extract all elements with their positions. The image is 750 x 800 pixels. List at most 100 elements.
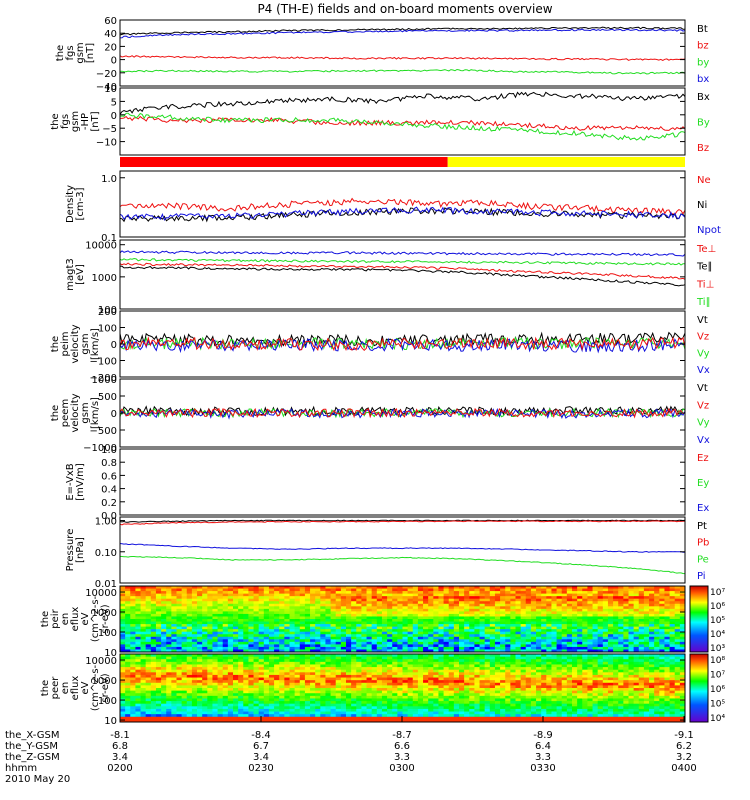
spectrogram-cell — [263, 711, 270, 715]
spectrogram-cell — [649, 646, 655, 650]
spectrogram-cell — [417, 680, 424, 684]
spectrogram-cell — [602, 634, 609, 638]
spectrogram-cell — [592, 608, 599, 612]
spectrogram-cell — [166, 619, 172, 622]
spectrogram-cell — [130, 608, 136, 612]
spectrogram-cell — [171, 611, 177, 615]
spectrogram-cell — [155, 677, 162, 681]
spectrogram-cell — [125, 664, 131, 668]
spectrogram-cell — [279, 606, 285, 610]
spectrogram-cell — [541, 588, 547, 592]
spectrogram-cell — [607, 626, 614, 630]
spectrogram-cell — [351, 588, 357, 592]
legend-entry: Bt — [697, 24, 708, 35]
spectrogram-cell — [371, 685, 378, 689]
spectrogram-cell — [289, 708, 296, 712]
spectrogram-cell — [669, 613, 676, 617]
y-tick-label: −40 — [96, 82, 117, 93]
spectrogram-cell — [243, 649, 249, 653]
spectrogram-cell — [191, 639, 198, 643]
spectrogram-cell — [330, 703, 337, 707]
spectrogram-cell — [669, 649, 676, 653]
spectrogram-cell — [623, 596, 629, 600]
spectrogram-cell — [505, 588, 511, 592]
spectrogram-cell — [387, 661, 393, 665]
spectrogram-cell — [633, 629, 640, 633]
spectrogram-cell — [587, 598, 593, 602]
spectrogram-cell — [227, 588, 234, 592]
spectrogram-cell — [387, 619, 393, 622]
spectrogram-cell — [551, 641, 557, 645]
spectrogram-cell — [155, 714, 162, 718]
spectrogram-cell — [130, 656, 136, 660]
spectrogram-cell — [351, 714, 357, 718]
spectrogram-cell — [279, 586, 285, 589]
spectrogram-cell — [233, 598, 239, 602]
spectrogram-cell — [520, 613, 527, 617]
spectrogram-cell — [561, 639, 568, 643]
spectrogram-cell — [433, 688, 439, 692]
spectrogram-cell — [520, 588, 527, 592]
spectrogram-cell — [412, 601, 419, 605]
spectrogram-cell — [171, 644, 177, 648]
spectrogram-cell — [155, 682, 162, 686]
spectrogram-cell — [381, 606, 388, 610]
spectrogram-cell — [227, 644, 234, 648]
spectrogram-cell — [381, 701, 388, 705]
spectrogram-cell — [310, 598, 316, 602]
spectrogram-cell — [258, 639, 265, 643]
spectrogram-cell — [181, 714, 188, 718]
spectrogram-cell — [351, 616, 357, 620]
spectrogram-cell — [392, 634, 398, 638]
spectrogram-cell — [176, 596, 183, 600]
spectrogram-cell — [566, 593, 573, 597]
spectrogram-cell — [150, 641, 157, 645]
legend-entry: By — [697, 118, 710, 129]
spectrogram-cell — [500, 591, 506, 595]
spectrogram-cell — [371, 682, 378, 686]
spectrogram-cell — [597, 588, 604, 592]
spectrogram-cell — [366, 708, 373, 712]
spectrogram-cell — [510, 629, 516, 633]
spectrogram-cell — [423, 586, 429, 589]
spectrogram-cell — [371, 641, 378, 645]
spectrogram-cell — [268, 649, 275, 653]
spectrogram-cell — [125, 656, 131, 660]
spectrogram-cell — [140, 586, 147, 589]
spectrogram-cell — [371, 661, 378, 665]
spectrogram-cell — [315, 701, 321, 705]
spectrogram-cell — [371, 616, 378, 620]
spectrogram-cell — [145, 586, 152, 589]
spectrogram-cell — [202, 591, 208, 595]
spectrogram-cell — [120, 716, 126, 720]
y-axis-label: the — [50, 336, 61, 352]
spectrogram-cell — [299, 659, 306, 663]
spectrogram-cell — [263, 719, 270, 723]
spectrogram-cell — [453, 701, 460, 705]
spectrogram-cell — [474, 603, 480, 607]
spectrogram-cell — [181, 703, 188, 707]
spectrogram-cell — [217, 616, 224, 620]
spectrogram-cell — [176, 701, 183, 705]
spectrogram-cell — [335, 664, 342, 668]
spectrogram-cell — [366, 611, 373, 615]
spectrogram-cell — [340, 586, 347, 589]
spectrogram-cell — [304, 613, 311, 617]
spectrogram-cell — [320, 588, 326, 592]
spectrogram-cell — [628, 611, 635, 615]
spectrogram-cell — [186, 603, 193, 607]
spectrogram-cell — [361, 682, 367, 686]
spectrogram-cell — [505, 606, 511, 610]
spectrogram-cell — [356, 688, 362, 692]
spectrogram-cell — [356, 708, 362, 712]
spectrogram-cell — [536, 593, 542, 597]
spectrogram-cell — [397, 586, 403, 589]
spectrogram-cell — [515, 626, 522, 630]
spectrogram-cell — [484, 680, 491, 684]
spectrogram-cell — [268, 619, 275, 622]
spectrogram-cell — [325, 659, 331, 663]
spectrogram-cell — [628, 588, 635, 592]
spectrogram-cell — [150, 624, 157, 628]
spectrogram-cell — [145, 672, 152, 676]
spectrogram-cell — [489, 619, 496, 622]
